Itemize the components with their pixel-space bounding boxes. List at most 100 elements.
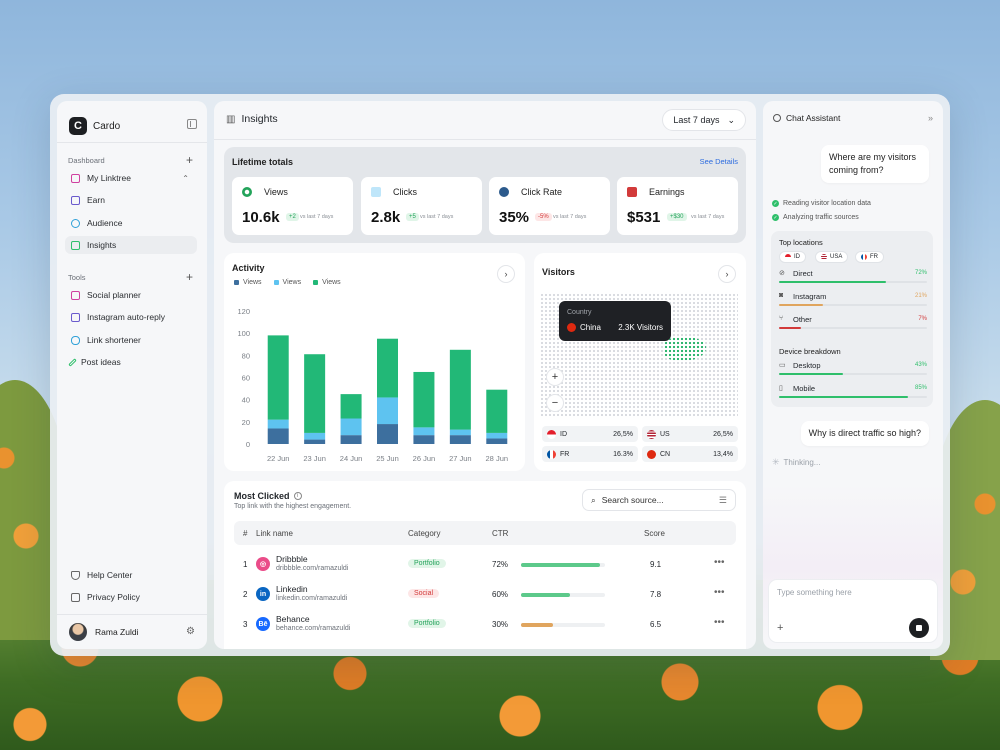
bar-segment[interactable] xyxy=(340,435,362,444)
bar-segment[interactable] xyxy=(449,429,471,436)
see-details-link[interactable]: See Details xyxy=(699,157,738,166)
chat-input-box[interactable]: + xyxy=(768,579,938,643)
bar-segment[interactable] xyxy=(377,424,398,444)
kpi-label: Views xyxy=(264,187,288,197)
table-row[interactable]: 1 ◎ Dribbble dribbble.com/ramazuldi Portfoli… xyxy=(234,551,736,579)
plus-icon[interactable]: + xyxy=(777,622,784,634)
bar-segment[interactable] xyxy=(486,432,508,439)
bar-segment[interactable] xyxy=(413,427,435,436)
category-badge: Portfolio xyxy=(408,559,446,568)
most-clicked-card: Most Clicked i Top link with the highest… xyxy=(224,481,746,649)
indonesia-flag-icon xyxy=(785,254,791,260)
info-icon[interactable]: i xyxy=(293,492,302,500)
x-tick-label: 24 Jun xyxy=(340,454,363,463)
main-panel: ▥ Insights Last 7 days ⌄ Lifetime totals… xyxy=(214,101,756,649)
bar-segment[interactable] xyxy=(486,438,508,444)
double-chevron-right-icon[interactable]: » xyxy=(927,113,933,123)
filter-icon[interactable]: ☰ xyxy=(718,494,727,505)
activity-next-button[interactable]: › xyxy=(497,265,515,283)
map-tooltip: Country China 2.3K Visitors xyxy=(559,301,671,341)
bar-segment[interactable] xyxy=(340,418,362,436)
sidebar-item-privacy-policy[interactable]: Privacy Policy xyxy=(65,588,197,606)
link-name[interactable]: Dribbble xyxy=(276,554,308,564)
link-name[interactable]: Linkedin xyxy=(276,584,308,594)
date-range-dropdown[interactable]: Last 7 days ⌄ xyxy=(662,109,746,131)
link-logo-icon: Bē xyxy=(256,617,270,631)
bar-segment[interactable] xyxy=(267,428,289,444)
bar-segment[interactable] xyxy=(304,439,326,444)
gear-icon[interactable]: ⚙ xyxy=(186,626,195,637)
more-options-icon[interactable]: ••• xyxy=(714,617,725,628)
column-header-category[interactable]: Category xyxy=(408,529,441,538)
divider xyxy=(57,614,207,615)
y-tick-label: 20 xyxy=(242,418,250,427)
progress-fill xyxy=(779,373,843,375)
location-chip[interactable]: ID xyxy=(779,251,806,263)
ctr-progress-bar xyxy=(521,563,605,567)
column-header-score[interactable]: Score xyxy=(644,529,665,538)
stop-button[interactable] xyxy=(909,618,929,638)
add-tool-plus-icon[interactable]: + xyxy=(185,270,193,284)
brand[interactable]: C Cardo xyxy=(69,117,120,135)
bar-segment[interactable] xyxy=(449,349,471,430)
sidebar-item-my-linktree[interactable]: My Linktree ⌃ xyxy=(65,169,197,187)
usa-flag-icon xyxy=(647,429,656,439)
chevron-right-icon: › xyxy=(504,269,508,279)
bar-segment[interactable] xyxy=(377,338,398,398)
kpi-card-clicks[interactable]: Clicks 2.8k +5 vs last 7 days xyxy=(361,177,482,235)
column-header-link-name[interactable]: Link name xyxy=(256,529,293,538)
visitors-next-button[interactable]: › xyxy=(718,265,736,283)
bar-segment[interactable] xyxy=(304,432,326,440)
chat-input[interactable] xyxy=(777,588,927,597)
most-clicked-title-text: Most Clicked xyxy=(234,491,290,501)
table-row[interactable]: 2 in Linkedin linkedin.com/ramazuldi Social 6… xyxy=(234,581,736,609)
sidebar-item-post-ideas[interactable]: Post ideas xyxy=(65,353,197,371)
zoom-in-button[interactable]: + xyxy=(546,368,564,386)
bar-segment[interactable] xyxy=(413,371,435,428)
row-label: Other xyxy=(793,315,812,324)
search-source-field[interactable]: ⌕ Search source... ☰ xyxy=(582,489,736,511)
bar-segment[interactable] xyxy=(304,354,326,433)
bar-segment[interactable] xyxy=(486,389,508,433)
bar-segment[interactable] xyxy=(267,335,289,420)
zoom-out-button[interactable]: − xyxy=(546,394,564,412)
kpi-delta-badge: -5% xyxy=(535,213,552,221)
divider xyxy=(214,139,756,140)
sidebar-item-insights[interactable]: Insights xyxy=(65,236,197,254)
link-name[interactable]: Behance xyxy=(276,614,310,624)
user-message: Where are my visitors coming from? xyxy=(821,145,929,183)
location-chip[interactable]: FR xyxy=(855,251,884,263)
kpi-card-click-rate[interactable]: Click Rate 35% -5% vs last 7 days xyxy=(489,177,610,235)
kpi-comparison: vs last 7 days xyxy=(553,214,587,220)
country-percent: 26,5% xyxy=(613,430,633,438)
sidebar-item-help-center[interactable]: Help Center xyxy=(65,566,197,584)
more-options-icon[interactable]: ••• xyxy=(714,587,725,598)
sidebar-item-instagram-auto-reply[interactable]: Instagram auto-reply xyxy=(65,308,197,326)
chevron-up-icon[interactable]: ⌃ xyxy=(182,173,189,183)
visitors-title: Visitors xyxy=(542,267,575,277)
more-options-icon[interactable]: ••• xyxy=(714,557,725,568)
kpi-value: 2.8k xyxy=(371,209,401,226)
kpi-card-views[interactable]: Views 10.6k +2 vs last 7 days xyxy=(232,177,353,235)
bar-segment[interactable] xyxy=(449,435,471,444)
sidebar-item-audience[interactable]: Audience xyxy=(65,214,197,232)
add-dashboard-plus-icon[interactable]: + xyxy=(185,153,193,167)
sidebar-item-social-planner[interactable]: Social planner xyxy=(65,286,197,304)
app-window: C Cardo Dashboard + My Linktree ⌃ Earn A… xyxy=(50,94,950,656)
y-tick-label: 120 xyxy=(237,307,250,316)
column-header-ctr[interactable]: CTR xyxy=(492,529,509,538)
visitors-card: Visitors › Country China 2.3K Visitors +… xyxy=(534,253,746,471)
kpi-card-earnings[interactable]: Earnings $531 +$30 vs last 7 days xyxy=(617,177,738,235)
location-chip[interactable]: USA xyxy=(815,251,849,263)
bar-segment[interactable] xyxy=(267,419,289,429)
bar-segment[interactable] xyxy=(413,435,435,444)
user-profile[interactable]: Rama Zuldi xyxy=(69,623,138,641)
bar-segment[interactable] xyxy=(377,397,398,425)
sidebar-collapse-icon[interactable] xyxy=(187,119,197,129)
search-input[interactable]: Search source... xyxy=(601,495,664,505)
sidebar-item-link-shortener[interactable]: Link shortener xyxy=(65,331,197,349)
map-highlight-china[interactable] xyxy=(664,337,706,361)
bar-segment[interactable] xyxy=(340,394,362,419)
table-row[interactable]: 3 Bē Behance behance.com/ramazuldi Portfolio… xyxy=(234,611,736,639)
sidebar-item-earn[interactable]: Earn xyxy=(65,191,197,209)
